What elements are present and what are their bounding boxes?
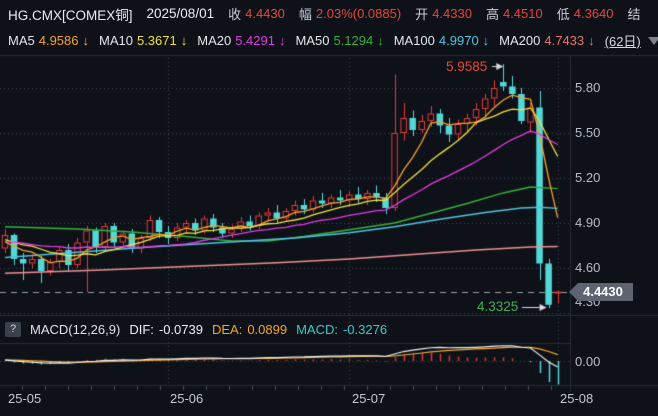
high-annotation: 5.9585 [446,59,488,74]
help-icon[interactable]: ? [5,321,21,337]
price-tick: 5.80 [575,80,601,95]
period-selector[interactable]: (62日) [604,34,641,49]
ma200-legend: MA200 4.7433 ↓ [499,33,595,48]
low-annotation: 4.3325 [477,299,519,314]
ma-legend: MA5 4.9586 ↓ MA10 5.3671 ↓ MA20 5.4291 ↓ MA50 5… [0,27,658,54]
stat-change: 幅 2.03%(0.0885) [298,6,402,22]
chevron-down-icon[interactable] [647,36,658,45]
ma10-legend: MA10 5.3671 ↓ [99,33,188,48]
ma5-legend: MA5 4.9586 ↓ [8,33,89,48]
date-tick: 25-05 [8,391,42,406]
date-tick: 25-07 [352,391,386,406]
quote-date: 2025/08/01 [146,6,215,21]
macd-macd: MACD: -0.3276 [296,321,388,337]
stat-open: 开 4.4330 [415,6,472,22]
macd-legend: ? MACD(12,26,9) DIF: -0.0739 DEA: 0.0899 M… [0,319,658,339]
stat-close: 收 4.4430 [228,6,285,22]
macd-dif: DIF: -0.0739 [129,321,203,337]
price-tick: 5.20 [575,170,601,185]
date-tick: 25-06 [170,391,204,406]
stat-high: 高 4.4510 [485,6,543,22]
macd-dea: DEA: 0.0899 [211,321,288,337]
date-tick: 25-08 [560,391,594,406]
ma20-legend: MA20 5.4291 ↓ [197,33,286,48]
stat-low: 低 4.3640 [556,6,614,22]
macd-zero-tick: 0.00 [575,354,601,369]
ma100-legend: MA100 4.9970 ↓ [393,33,490,48]
quote-header: HG.CMX[COMEX铜] 2025/08/01 收 4.4430 幅 2.03%… [0,0,658,27]
macd-title: MACD(12,26,9) [30,321,121,337]
price-tick: 4.90 [575,215,601,230]
last-price-tag: 4.4430 [569,283,633,301]
symbol-title: HG.CMX[COMEX铜] [8,7,133,23]
ma50-legend: MA50 5.1294 ↓ [295,33,384,48]
price-tick: 4.60 [575,260,601,275]
price-tick: 5.50 [575,125,601,140]
stat-settle: 结 [627,7,641,22]
